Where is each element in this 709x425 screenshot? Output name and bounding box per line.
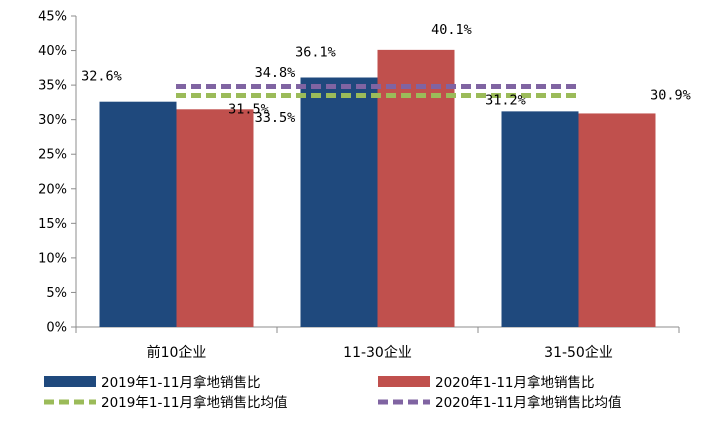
data-label-series2-1: 31.5%: [228, 101, 269, 117]
y-tick-label: 15%: [38, 217, 67, 232]
bar-series2-3: [578, 113, 656, 328]
y-tick-label: 25%: [38, 148, 67, 163]
legend-swatch-1: [44, 376, 96, 387]
bar-series1-3: [501, 111, 579, 327]
y-tick-label: 30%: [38, 113, 67, 128]
y-tick-label: 45%: [38, 10, 67, 25]
y-tick-label: 0%: [46, 321, 67, 336]
bar-series2-1: [176, 109, 254, 327]
x-tick-label: 31-50企业: [544, 344, 613, 361]
data-label-series2-2: 40.1%: [431, 22, 472, 38]
legend-label-4: 2020年1-11月拿地销售比均值: [435, 394, 622, 411]
data-label-series1-1: 32.6%: [81, 69, 122, 85]
data-label-series2-3: 30.9%: [650, 87, 691, 103]
y-tick-label: 40%: [38, 44, 67, 59]
x-tick-label: 11-30企业: [343, 344, 412, 361]
legend-swatch-2: [378, 376, 430, 387]
average-label-1: 33.5%: [255, 110, 296, 126]
y-tick-label: 10%: [38, 251, 67, 266]
x-tick-label: 前10企业: [147, 344, 207, 361]
y-tick-label: 20%: [38, 182, 67, 197]
data-label-series1-3: 31.2%: [485, 92, 526, 108]
average-label-2: 34.8%: [255, 65, 296, 81]
bar-series2-2: [377, 49, 455, 328]
legend-label-1: 2019年1-11月拿地销售比: [101, 374, 261, 391]
bar-series1-2: [300, 77, 378, 328]
data-label-series1-2: 36.1%: [295, 45, 336, 61]
y-tick-label: 5%: [46, 286, 67, 301]
bar-series1-1: [99, 101, 177, 327]
legend-label-3: 2019年1-11月拿地销售比均值: [101, 394, 288, 411]
legend-label-2: 2020年1-11月拿地销售比: [435, 374, 595, 391]
y-tick-label: 35%: [38, 79, 67, 94]
